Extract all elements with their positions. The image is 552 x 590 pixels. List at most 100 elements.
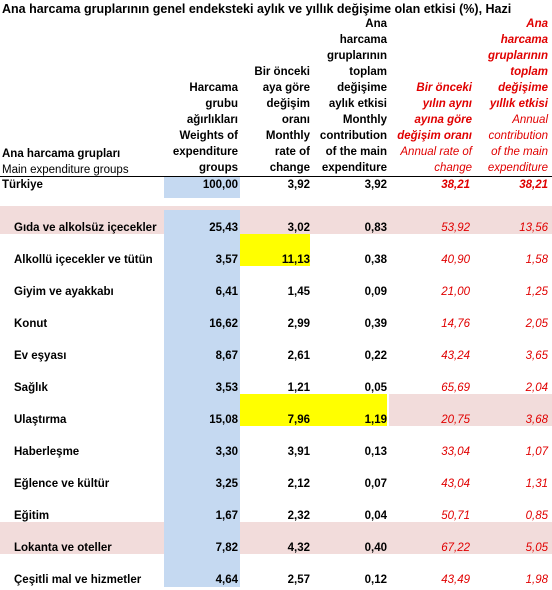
- cell-annual-contrib: 3,68: [525, 414, 548, 426]
- cell-monthly: 3,02: [287, 222, 310, 234]
- cell-annual: 14,76: [441, 318, 470, 330]
- cell-annual: 43,49: [441, 574, 470, 586]
- table-row: Eğitim 1,67 2,32 0,04 50,71 0,85: [0, 494, 552, 526]
- cell-annual: 40,90: [441, 254, 470, 266]
- cell-weight: 6,41: [215, 286, 238, 298]
- cell-monthly: 2,12: [287, 478, 310, 490]
- cell-annual-contrib: 1,31: [525, 478, 548, 490]
- cell-monthly: 1,45: [287, 286, 310, 298]
- cell-annual: 43,24: [441, 350, 470, 362]
- cell-name: Alkollü içecekler ve tütün: [14, 254, 153, 266]
- cell-contribution: 0,38: [364, 254, 387, 266]
- table-title: Ana harcama gruplarının genel endeksteki…: [2, 2, 512, 16]
- header-annual-contribution: Ana harcama gruplarının toplam değişime …: [487, 18, 548, 174]
- cell-name: Ev eşyası: [14, 350, 67, 362]
- total-name: Türkiye: [2, 179, 43, 191]
- cell-contribution: 1,19: [364, 414, 387, 426]
- cell-annual: 21,00: [441, 286, 470, 298]
- cell-name: Haberleşme: [14, 446, 80, 458]
- cell-annual-contrib: 13,56: [519, 222, 548, 234]
- cell-monthly: 4,32: [287, 542, 310, 554]
- cell-contribution: 0,83: [364, 222, 387, 234]
- cell-annual-contrib: 2,04: [525, 382, 548, 394]
- cell-contribution: 0,04: [364, 510, 387, 522]
- cell-monthly: 7,96: [287, 414, 310, 426]
- header-weight: Harcama grubu ağırlıkları Weights of exp…: [172, 82, 238, 174]
- header-divider: [0, 176, 552, 177]
- cell-monthly: 3,91: [287, 446, 310, 458]
- cell-monthly: 2,61: [287, 350, 310, 362]
- cell-contribution: 0,09: [364, 286, 387, 298]
- cell-contribution: 0,07: [364, 478, 387, 490]
- cell-contribution: 0,12: [364, 574, 387, 586]
- cell-annual: 33,04: [441, 446, 470, 458]
- cell-contribution: 0,13: [364, 446, 387, 458]
- table-row: Alkollü içecekler ve tütün 3,57 11,13 0,38 4…: [0, 238, 552, 270]
- cell-name: Lokanta ve oteller: [14, 542, 112, 554]
- cell-weight: 3,25: [215, 478, 238, 490]
- cell-contribution: 0,40: [364, 542, 387, 554]
- cell-weight: 8,67: [215, 350, 238, 362]
- cell-annual: 43,04: [441, 478, 470, 490]
- header-annual: Bir önceki yılın aynı ayına göre değişim…: [397, 82, 472, 174]
- cell-contribution: 0,05: [364, 382, 387, 394]
- cell-name: Eğitim: [14, 510, 50, 522]
- cell-contribution: 0,39: [364, 318, 387, 330]
- cell-monthly: 11,13: [281, 254, 310, 266]
- row-highlight: [0, 522, 552, 554]
- cell-name: Eğlence ve kültür: [14, 478, 110, 490]
- cell-weight: 25,43: [209, 222, 238, 234]
- header-contribution: Ana harcama gruplarının toplam değişime …: [319, 18, 387, 174]
- header-monthly: Bir önceki aya göre değişim oranı Monthl…: [254, 66, 310, 174]
- weight-column-bg: [164, 210, 240, 234]
- cell-annual-contrib: 3,65: [525, 350, 548, 362]
- table-row: Konut 16,62 2,99 0,39 14,76 2,05: [0, 302, 552, 334]
- cell-annual-contrib: 0,85: [525, 510, 548, 522]
- table-row: Gıda ve alkolsüz içecekler 25,43 3,02 0,83 5…: [0, 206, 552, 238]
- table-row: Giyim ve ayakkabı 6,41 1,45 0,09 21,00 1,25: [0, 270, 552, 302]
- cell-weight: 1,67: [215, 510, 238, 522]
- cell-annual-contrib: 2,05: [525, 318, 548, 330]
- cell-weight: 3,53: [215, 382, 238, 394]
- cell-monthly: 2,99: [287, 318, 310, 330]
- cell-annual: 20,75: [441, 414, 470, 426]
- weight-column-bg: [164, 522, 240, 554]
- table-row: Sağlık 3,53 1,21 0,05 65,69 2,04: [0, 366, 552, 398]
- cell-weight: 3,30: [215, 446, 238, 458]
- row-highlight: [389, 394, 552, 426]
- total-row: Türkiye 100,00 3,92 3,92 38,21 38,21: [2, 179, 548, 191]
- cell-weight: 16,62: [209, 318, 238, 330]
- table-row: Haberleşme 3,30 3,91 0,13 33,04 1,07: [0, 430, 552, 462]
- cell-weight: 15,08: [209, 414, 238, 426]
- cell-contribution: 0,22: [364, 350, 387, 362]
- cell-name: Ulaştırma: [14, 414, 67, 426]
- cell-monthly: 2,57: [287, 574, 310, 586]
- cell-annual-contrib: 1,98: [525, 574, 548, 586]
- cell-name: Giyim ve ayakkabı: [14, 286, 114, 298]
- table-row: Eğlence ve kültür 3,25 2,12 0,07 43,04 1,31: [0, 462, 552, 494]
- cell-name: Gıda ve alkolsüz içecekler: [14, 222, 157, 234]
- cell-annual-contrib: 5,05: [525, 542, 548, 554]
- header-group: Ana harcama grupları Main expenditure gr…: [2, 148, 129, 176]
- cell-annual: 53,92: [441, 222, 470, 234]
- cell-monthly: 2,32: [287, 510, 310, 522]
- cell-monthly: 1,21: [287, 382, 310, 394]
- cell-annual-contrib: 1,25: [525, 286, 548, 298]
- cell-name: Sağlık: [14, 382, 48, 394]
- cell-annual: 67,22: [441, 542, 470, 554]
- cell-highlight: [240, 234, 310, 266]
- cell-name: Çeşitli mal ve hizmetler: [14, 574, 142, 586]
- cell-weight: 3,57: [215, 254, 238, 266]
- table-row: Ev eşyası 8,67 2,61 0,22 43,24 3,65: [0, 334, 552, 366]
- cell-annual-contrib: 1,58: [525, 254, 548, 266]
- cell-highlight: [240, 394, 387, 426]
- cell-annual-contrib: 1,07: [525, 446, 548, 458]
- table-row: Lokanta ve oteller 7,82 4,32 0,40 67,22 5,05: [0, 526, 552, 558]
- row-highlight: [0, 206, 552, 234]
- cell-weight: 4,64: [215, 574, 238, 586]
- cell-annual: 65,69: [441, 382, 470, 394]
- table-row: Ulaştırma 15,08 7,96 1,19 20,75 3,68: [0, 398, 552, 430]
- cell-weight: 7,82: [215, 542, 238, 554]
- cell-annual: 50,71: [441, 510, 470, 522]
- cell-name: Konut: [14, 318, 48, 330]
